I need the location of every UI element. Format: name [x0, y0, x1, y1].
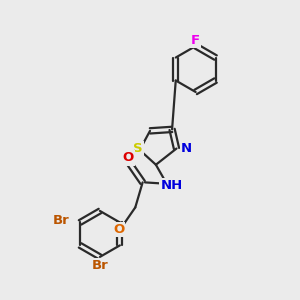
Text: Br: Br [92, 259, 108, 272]
Text: Br: Br [53, 214, 70, 227]
Text: O: O [113, 223, 124, 236]
Text: O: O [122, 152, 134, 164]
Text: NH: NH [160, 179, 183, 192]
Text: F: F [191, 34, 200, 47]
Text: N: N [181, 142, 192, 155]
Text: S: S [134, 142, 143, 155]
